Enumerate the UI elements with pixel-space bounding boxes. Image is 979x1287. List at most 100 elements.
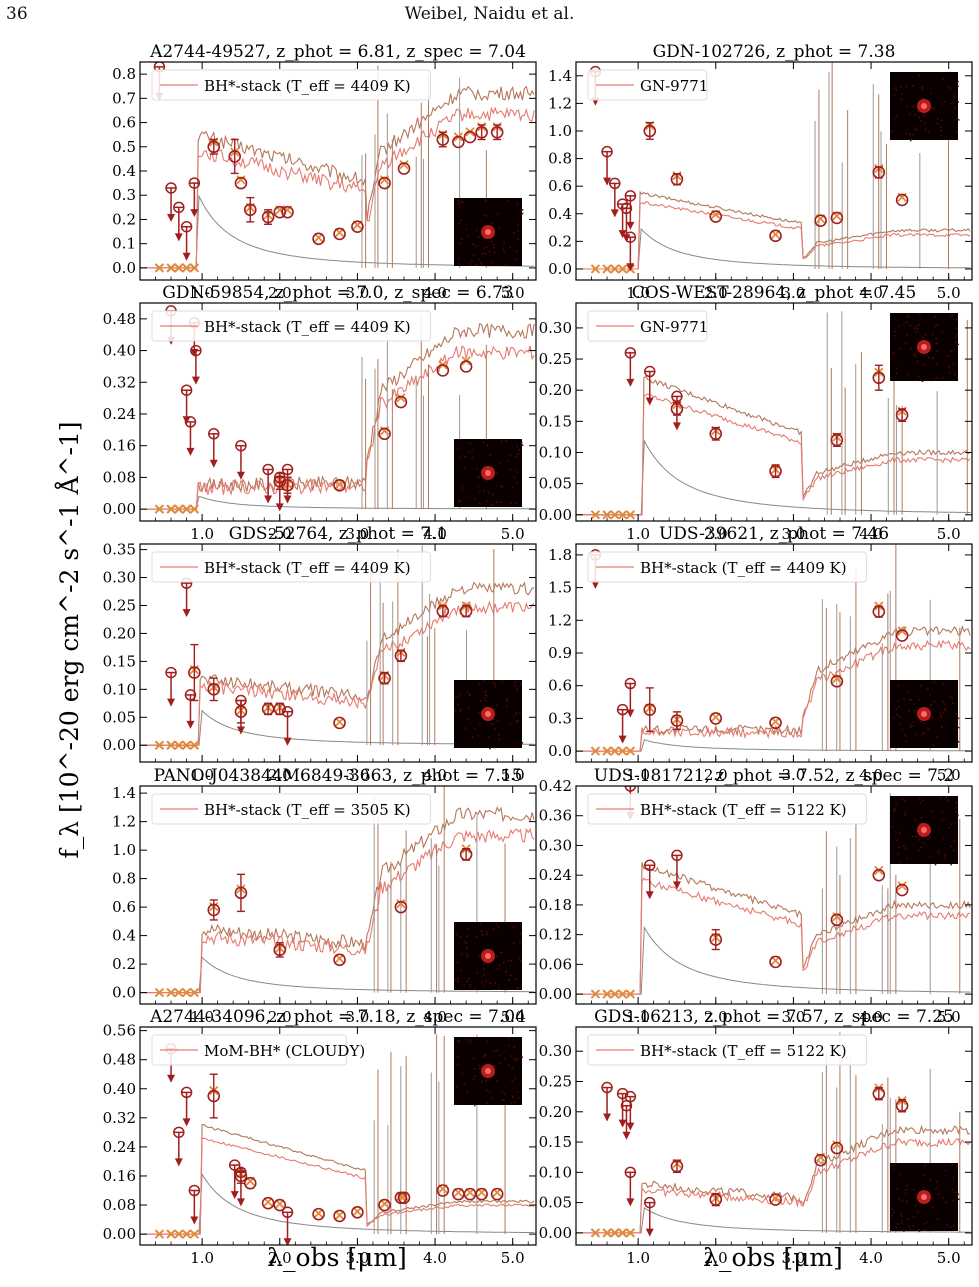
photometry-detection: [670, 711, 684, 730]
upper-limit-marker: [624, 1166, 637, 1207]
y-tick-label: 0.8: [548, 150, 572, 168]
photometry-detection: [273, 702, 287, 716]
legend-box: [151, 551, 431, 583]
panel-title: PANO-J043844M6849-3663, z_phot = 7.15: [154, 766, 523, 786]
x-tick-label: 2.0: [704, 766, 728, 784]
legend-box: [587, 69, 708, 101]
y-tick-label: 0.32: [103, 373, 136, 391]
y-tick-label: 0.05: [539, 475, 572, 493]
y-tick-label: 0.25: [539, 350, 572, 368]
photometry-detection: [459, 604, 473, 618]
photometry-detection: [333, 479, 346, 492]
y-tick-label: 0.00: [103, 500, 136, 518]
model-photometry-point: [897, 881, 907, 891]
photometry-detection: [207, 899, 221, 921]
x-tick-label: 5.0: [937, 1008, 961, 1026]
model-photometry-point: [590, 264, 601, 274]
x-tick-label: 4.0: [423, 284, 447, 302]
photometry-detection: [814, 1153, 827, 1167]
legend: BH*-stack (T_eff = 4409 K): [151, 69, 431, 101]
photometry-detection: [709, 1192, 723, 1207]
photometry-detection: [830, 433, 844, 447]
axes-frame: [575, 61, 973, 281]
photometry-detection: [351, 1206, 364, 1219]
model-photometry-point: [189, 1229, 200, 1239]
source-cutout-image: [890, 72, 960, 142]
model-photometry-point: [610, 1228, 620, 1238]
stellar-continuum-line: [140, 956, 535, 994]
y-tick-label: 0.00: [103, 736, 136, 754]
panel-title: UDS-181721, z_phot = 7.52, z_spec = 7.2: [594, 766, 954, 786]
source-cutout-image: [454, 922, 522, 990]
photometry-detection: [872, 868, 886, 882]
upper-limit-marker: [624, 677, 637, 718]
x-tick-label: 2.0: [268, 766, 292, 784]
photometry-detection: [463, 1187, 477, 1201]
y-tick-label: 1.4: [112, 784, 136, 802]
model-photometry-point: [602, 264, 612, 274]
legend-entry: BH*-stack (T_eff = 5122 K): [640, 801, 847, 819]
legend-entry: GN-9771: [640, 318, 708, 336]
model-photometry-point: [610, 510, 620, 520]
y-tick-label: 0.4: [112, 927, 136, 945]
photometry-detection: [709, 210, 723, 223]
y-tick-label: 0.12: [539, 926, 572, 944]
y-tick-label: 0.2: [112, 955, 136, 973]
photometry-detection: [475, 1187, 488, 1201]
photometry-detection: [475, 124, 488, 141]
legend: BH*-stack (T_eff = 5122 K): [587, 793, 867, 825]
y-tick-label: 0.16: [103, 437, 136, 455]
model-photometry-point: [617, 1228, 628, 1238]
model-photometry-point: [313, 233, 324, 243]
y-tick-label: 0.40: [103, 1080, 136, 1098]
y-tick-label: 0.25: [103, 596, 136, 614]
x-tick-label: 2.0: [704, 284, 728, 302]
panel-title: GDN-59854, z_phot = 7.0, z_spec = 6.73: [162, 283, 514, 303]
legend-box: [151, 310, 431, 342]
x-tick-label: 1.0: [190, 766, 214, 784]
model-spectrum-alt-line: [576, 639, 971, 752]
axes-frame: [575, 302, 973, 522]
model-photometry-point: [617, 264, 628, 274]
cutout-source-core: [921, 1194, 927, 1200]
model-spectrum-line: [140, 323, 535, 510]
upper-limit-marker: [173, 201, 185, 242]
x-tick-label: 5.0: [501, 284, 525, 302]
stellar-continuum-line: [576, 1206, 971, 1234]
upper-limit-marker: [644, 859, 656, 900]
model-photometry-point: [181, 504, 192, 514]
y-tick-label: 0.0: [112, 259, 136, 277]
panel-title: A2744-34096, z_phot = 7.18, z_spec = 7.0…: [149, 1007, 526, 1027]
photometry-detection: [670, 401, 684, 416]
y-tick-label: 0.00: [539, 506, 572, 524]
y-tick-label: 0.1: [112, 235, 136, 253]
model-photometry-point: [602, 989, 612, 999]
panel-title: GDS-52764, z_phot = 7.1: [229, 524, 448, 544]
legend: BH*-stack (T_eff = 4409 K): [587, 551, 867, 583]
photometry-detection: [709, 712, 723, 725]
y-tick-label: 0.00: [539, 1224, 572, 1242]
legend-box: [151, 1034, 347, 1066]
x-tick-label: 4.0: [859, 525, 883, 543]
legend: BH*-stack (T_eff = 4409 K): [151, 310, 431, 342]
model-photometry-point: [396, 393, 406, 403]
photometry-detection: [333, 953, 346, 967]
model-photometry-point: [379, 1199, 390, 1209]
photometry-detection: [830, 675, 844, 688]
upper-limit-marker: [190, 344, 202, 385]
photometry-detection: [830, 913, 844, 927]
x-tick-label: 2.0: [268, 1008, 292, 1026]
y-tick-label: 0.3: [548, 709, 572, 727]
x-axis-label-right: λ_obs [μm]: [703, 1243, 843, 1272]
model-photometry-point: [334, 479, 345, 490]
y-tick-label: 1.2: [548, 611, 572, 629]
model-photometry-point: [181, 740, 192, 750]
upper-limit-marker: [616, 703, 629, 744]
y-tick-label: 1.0: [548, 122, 572, 140]
model-photometry-point: [399, 159, 409, 170]
model-photometry-point: [379, 175, 390, 185]
photometry-detection: [670, 172, 684, 186]
legend-entry: BH*-stack (T_eff = 4409 K): [204, 559, 411, 577]
x-tick-label: 5.0: [937, 525, 961, 543]
legend-entry: BH*-stack (T_eff = 4409 K): [204, 77, 411, 95]
